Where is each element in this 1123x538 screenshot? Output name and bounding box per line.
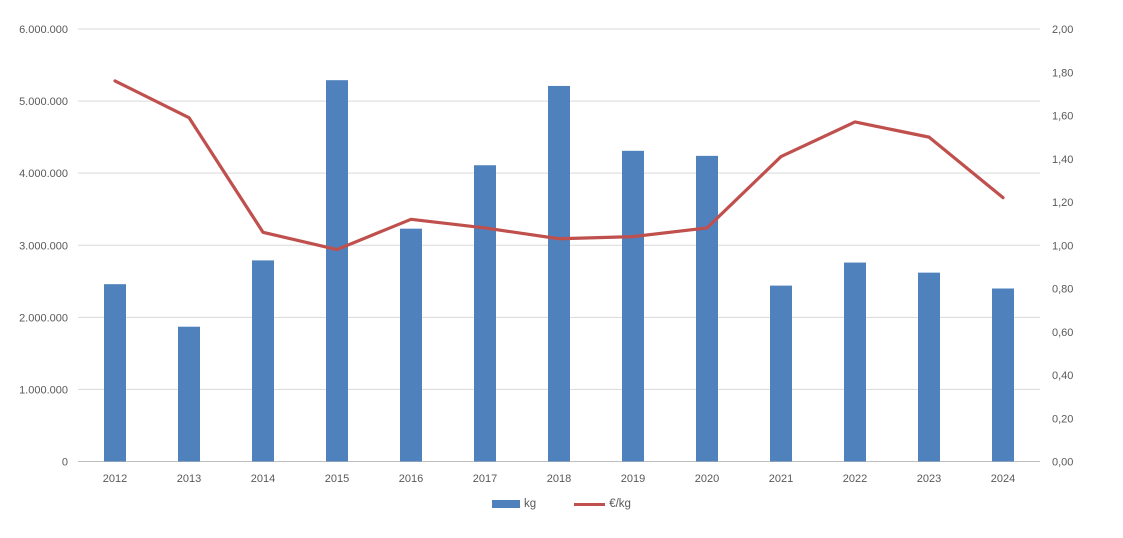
right-axis-tick-label: 0,40 <box>1052 370 1073 382</box>
left-axis-tick-label: 4.000.000 <box>19 168 68 180</box>
right-axis-tick-label: 1,40 <box>1052 154 1073 166</box>
right-axis-tick-label: 2,00 <box>1052 24 1073 36</box>
legend-label-kg: kg <box>524 498 537 510</box>
right-axis-tick-label: 0,80 <box>1052 284 1073 296</box>
right-axis-tick-label: 0,00 <box>1052 457 1073 469</box>
left-axis-tick-label: 1.000.000 <box>19 384 68 396</box>
x-axis-year-label: 2020 <box>695 473 719 485</box>
left-axis-tick-label: 3.000.000 <box>19 240 68 252</box>
x-axis-year-label: 2012 <box>103 473 127 485</box>
x-axis-year-label: 2021 <box>769 473 793 485</box>
bar-2019 <box>622 150 644 462</box>
left-axis-tick-label: 2.000.000 <box>19 312 68 324</box>
eur-per-kg-line <box>113 79 1005 252</box>
left-axis-tick-label: 6.000.000 <box>19 24 68 36</box>
x-axis-year-label: 2017 <box>473 473 497 485</box>
bar-2024 <box>992 288 1014 462</box>
legend-item-kg: kg <box>492 498 536 510</box>
chart-legend: kg €/kg <box>0 498 1123 510</box>
right-axis-tick-label: 0,20 <box>1052 413 1073 425</box>
x-axis-year-label: 2023 <box>917 473 941 485</box>
x-axis-year-label: 2019 <box>621 473 645 485</box>
left-axis-tick-label: 0 <box>62 457 68 469</box>
right-axis-tick-label: 1,00 <box>1052 240 1073 252</box>
x-axis-year-label: 2024 <box>991 473 1015 485</box>
x-axis-year-label: 2013 <box>177 473 201 485</box>
right-axis-tick-label: 0,60 <box>1052 327 1073 339</box>
bar-2020 <box>696 155 718 462</box>
right-axis-tick-label: 1,80 <box>1052 67 1073 79</box>
legend-label-eur-per-kg: €/kg <box>609 498 631 510</box>
bar-2015 <box>326 80 348 462</box>
bar-2017 <box>474 165 496 462</box>
eur-per-kg-series-swatch-icon <box>574 502 606 506</box>
bar-2018 <box>548 85 570 462</box>
bar-2022 <box>844 262 866 462</box>
right-axis-tick-label: 1,60 <box>1052 111 1073 123</box>
kg-series-swatch-icon <box>492 500 521 508</box>
bar-2013 <box>178 326 200 462</box>
bar-2012 <box>104 284 126 462</box>
bar-2014 <box>252 260 274 462</box>
left-axis-tick-label: 5.000.000 <box>19 96 68 108</box>
bar-2021 <box>770 285 792 462</box>
legend-item-eur-per-kg: €/kg <box>574 498 631 510</box>
x-axis-year-label: 2014 <box>251 473 275 485</box>
right-axis-tick-label: 1,20 <box>1052 197 1073 209</box>
x-axis-year-label: 2018 <box>547 473 571 485</box>
x-axis-year-label: 2015 <box>325 473 349 485</box>
x-axis-year-label: 2022 <box>843 473 867 485</box>
x-axis-year-label: 2016 <box>399 473 423 485</box>
bar-2023 <box>918 272 940 462</box>
bar-2016 <box>400 228 422 462</box>
